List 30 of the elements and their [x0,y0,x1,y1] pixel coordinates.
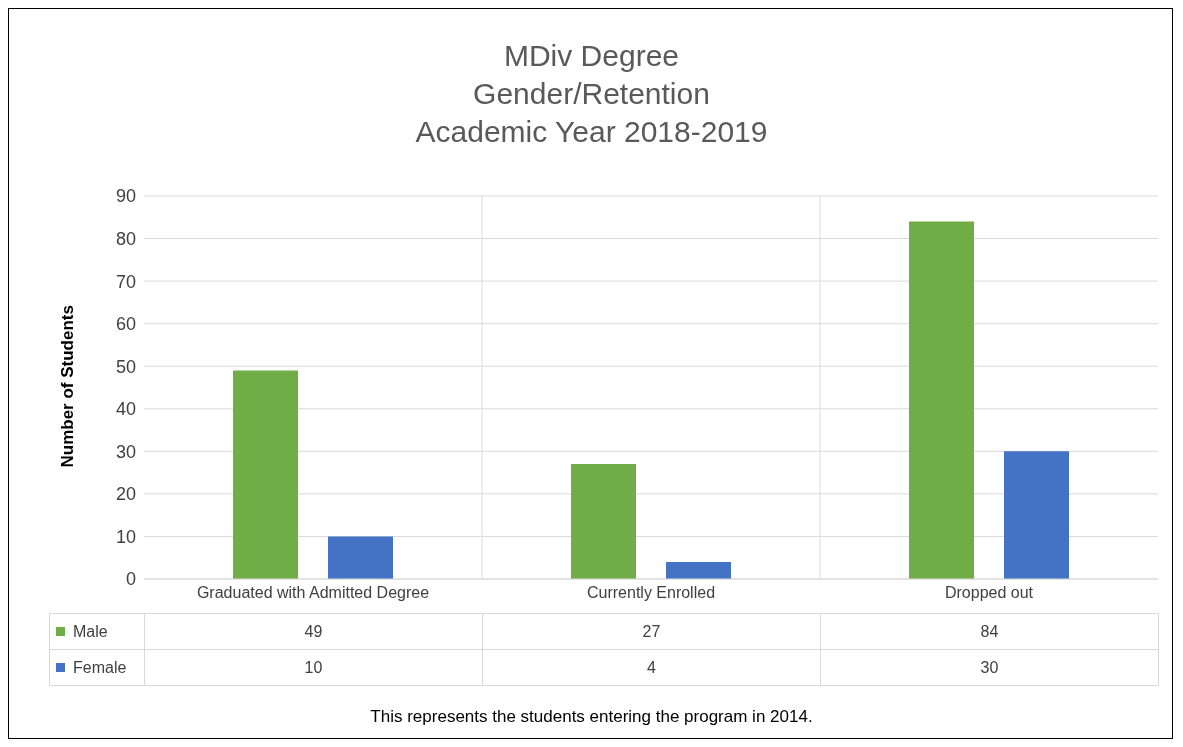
data-label: 30 [820,649,1159,686]
x-tick-label: Dropped out [944,584,1034,602]
y-tick-label: 20 [115,484,136,505]
data-label: 27 [482,613,821,650]
bar [666,561,731,579]
y-axis-title: Number of Students [58,305,78,468]
y-tick-label: 80 [115,228,136,249]
y-tick-label: 30 [115,441,136,462]
y-tick-label: 70 [115,271,136,292]
text: This represents the students entering the program in 2014. [369,707,814,727]
bar [328,536,393,579]
y-tick-label: 50 [115,356,136,377]
bar [909,221,974,579]
x-tick-label: Graduated with Admitted Degree [196,584,430,602]
y-tick-label: 40 [115,399,136,420]
bar [233,370,298,579]
y-tick-label: 90 [115,186,136,207]
data-label: 4 [482,649,821,686]
y-tick-label: 10 [115,526,136,547]
data-label: 49 [144,613,483,650]
data-label: 84 [820,613,1159,650]
y-tick-label: 0 [125,569,136,590]
x-tick-label: Currently Enrolled [586,584,716,602]
data-label: 10 [144,649,483,686]
y-tick-label: 60 [115,314,136,335]
chart-title: MDiv Degree Gender/Retention Academic Year 2018-2019 [414,38,769,150]
legend-label: Female [73,658,127,677]
bar [1004,451,1069,579]
bar [571,464,636,579]
legend-label: Male [73,622,108,641]
